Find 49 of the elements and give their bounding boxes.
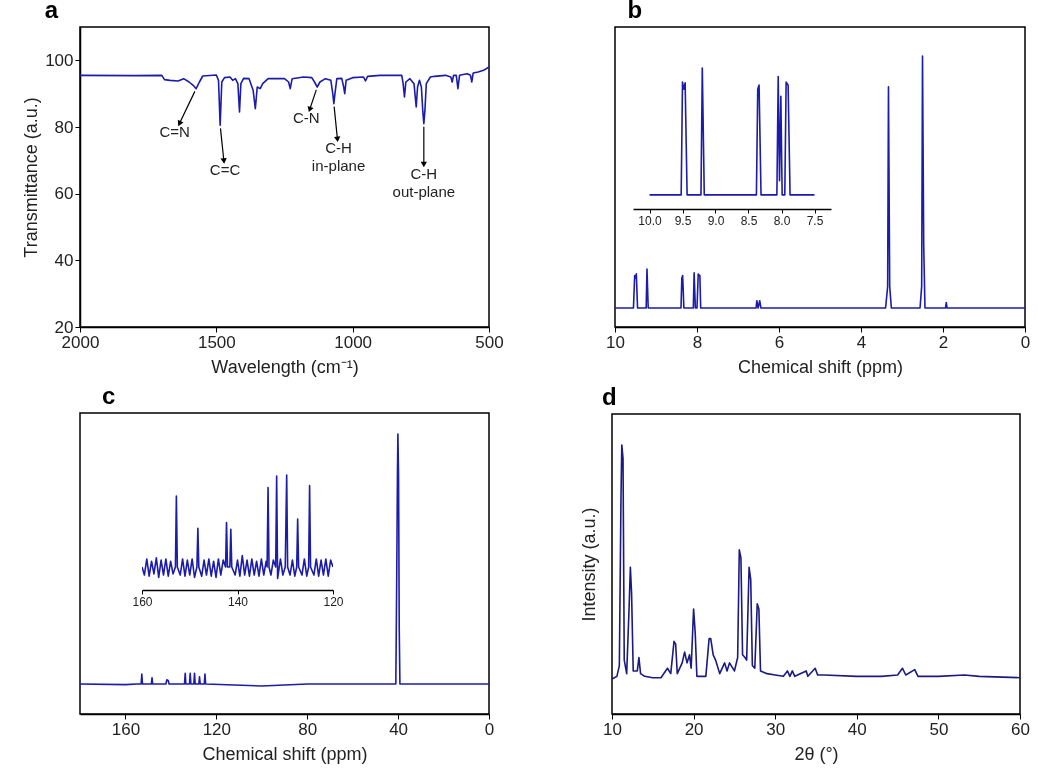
x-tick-label: 30 xyxy=(766,719,786,739)
x-axis-title: 2θ (°) xyxy=(794,743,839,764)
x-tick-label: 10 xyxy=(603,719,622,739)
x-tick-label: 2 xyxy=(938,332,949,352)
x-tick-label: 140 xyxy=(227,594,249,609)
x-tick-label: 9.5 xyxy=(674,213,692,228)
annotation: C-H out-plane xyxy=(392,164,456,200)
y-axis-title: Transmittance (a.u.) xyxy=(21,97,42,258)
x-tick-label: 40 xyxy=(389,719,409,739)
chart-title: d xyxy=(602,383,617,410)
x-tick-label: 1500 xyxy=(197,332,236,352)
x-tick-label: 8 xyxy=(692,332,703,352)
annotation: C=N xyxy=(159,122,190,140)
chart-title: a xyxy=(44,0,59,23)
x-tick-label: 0 xyxy=(1020,332,1031,352)
x-tick-label: 9.0 xyxy=(707,213,725,228)
x-tick-label: 120 xyxy=(323,594,344,609)
chart-title: b xyxy=(627,0,643,23)
y-tick-label: 60 xyxy=(54,184,74,204)
x-tick-label: 6 xyxy=(774,332,785,352)
x-tick-label: 0 xyxy=(484,719,495,739)
x-tick-label: 10 xyxy=(606,332,625,352)
annotation: C=C xyxy=(209,161,241,179)
x-tick-label: 500 xyxy=(475,332,504,352)
x-tick-label: 20 xyxy=(684,719,704,739)
y-tick-label: 40 xyxy=(54,250,74,270)
x-tick-label: 40 xyxy=(847,719,867,739)
y-tick-label: 80 xyxy=(54,117,74,137)
x-tick-label: 160 xyxy=(132,594,153,609)
y-tick-label: 100 xyxy=(45,50,74,70)
x-axis-title: Chemical shift (ppm) xyxy=(737,356,904,377)
x-axis-title: Wavelength (cm⁻¹) xyxy=(211,356,359,377)
x-tick-label: 80 xyxy=(298,719,318,739)
annotation: C-H in-plane xyxy=(311,139,366,175)
x-tick-label: 7.5 xyxy=(806,213,824,228)
x-tick-label: 160 xyxy=(111,719,141,739)
x-tick-label: 1000 xyxy=(334,332,373,352)
x-tick-label: 60 xyxy=(1011,719,1030,739)
x-tick-label: 10.0 xyxy=(638,213,662,228)
x-tick-label: 50 xyxy=(929,719,949,739)
chart-title: c xyxy=(102,382,116,409)
line-series xyxy=(80,66,489,127)
x-tick-label: 8.0 xyxy=(773,213,791,228)
x-axis-title: Chemical shift (ppm) xyxy=(202,743,368,764)
x-tick-label: 8.5 xyxy=(740,213,758,228)
annotation: C-N xyxy=(292,109,320,126)
y-axis-title: Intensity (a.u.) xyxy=(578,507,599,622)
x-tick-label: 4 xyxy=(856,332,867,352)
x-tick-label: 120 xyxy=(202,719,232,739)
